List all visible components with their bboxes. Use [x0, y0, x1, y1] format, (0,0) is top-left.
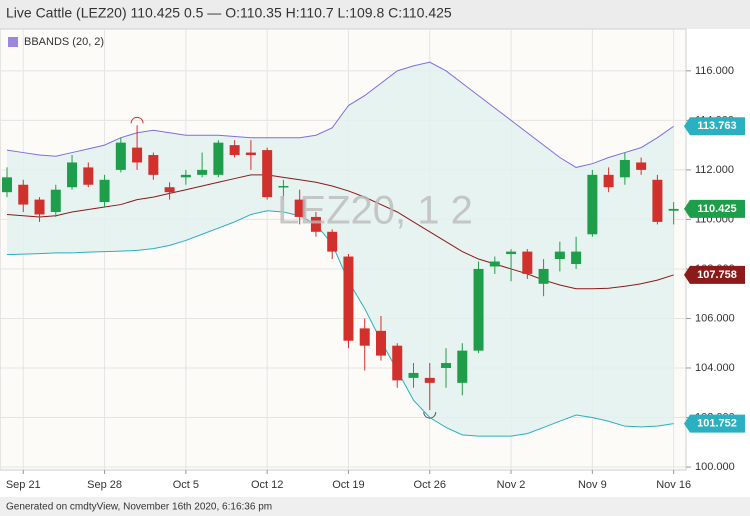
candle-body	[50, 189, 61, 212]
x-tick-label: Nov 9	[578, 479, 607, 491]
band-upper	[6, 61, 674, 168]
candle-body	[99, 179, 110, 203]
candle-body	[424, 377, 435, 383]
candle-body	[473, 268, 484, 351]
candle-body	[408, 372, 419, 378]
legend-swatch	[8, 37, 18, 47]
candle-body	[164, 187, 175, 193]
candle-body	[603, 174, 614, 188]
legend-label: BBANDS (20, 2)	[24, 36, 104, 48]
candle-body	[636, 162, 647, 170]
candle-body	[668, 208, 679, 211]
low-marker	[423, 412, 437, 419]
candle-body	[34, 199, 45, 215]
price-tag	[684, 265, 745, 284]
footer: Generated on cmdtyView, November 16th 20…	[6, 502, 272, 513]
candle-body	[457, 350, 468, 383]
candle-body	[392, 345, 403, 381]
price-tag-label: 101.752	[697, 418, 737, 430]
y-tick-label: 100.000	[695, 461, 735, 473]
footer-bar	[0, 497, 750, 516]
y-tick-label: 106.000	[695, 312, 735, 324]
price-tag-label: 110.425	[697, 203, 736, 215]
candle-body	[245, 152, 256, 156]
x-tick-label: Oct 12	[251, 479, 283, 491]
price-tag-label: 113.763	[697, 120, 736, 132]
candle-body	[83, 167, 94, 185]
candle-body	[2, 177, 12, 193]
candle-body	[148, 155, 159, 175]
high-marker	[130, 116, 144, 124]
candle-body	[115, 142, 126, 170]
candle-body	[587, 174, 598, 235]
x-tick-label: Sep 28	[87, 479, 122, 491]
chart-title: Live Cattle (LEZ20) 110.425 0.5 — O:110.…	[6, 5, 452, 21]
candle-body	[262, 150, 273, 198]
y-tick-label: 116.000	[695, 65, 734, 77]
candle-body	[327, 231, 338, 252]
candle-body	[278, 185, 289, 188]
candle-body	[197, 169, 208, 175]
price-tag	[684, 199, 745, 218]
candle-body	[229, 145, 240, 156]
x-tick-label: Oct 19	[332, 479, 364, 491]
candle-body	[67, 162, 78, 188]
candle-body	[132, 147, 143, 163]
watermark: LEZ20, 1 2	[277, 189, 473, 233]
candle-body	[310, 216, 321, 232]
candle-body	[571, 251, 582, 264]
candle-body	[343, 256, 354, 341]
candle-body	[489, 261, 500, 267]
y-tick-label: 112.000	[695, 164, 734, 176]
band-fill	[7, 62, 674, 437]
plot	[0, 29, 686, 470]
band-middle	[6, 174, 674, 290]
candle-body	[294, 199, 305, 217]
band-lower	[6, 210, 674, 437]
candle-body	[18, 184, 29, 205]
header-bar	[0, 0, 750, 29]
y-tick-label: 104.000	[695, 362, 735, 374]
candle-body	[506, 251, 517, 255]
x-tick-label: Sep 21	[6, 479, 41, 491]
x-tick-label: Oct 5	[173, 479, 199, 491]
candle-body	[375, 330, 386, 356]
candle-body	[359, 328, 370, 346]
candle-body	[441, 363, 452, 368]
candle-body	[180, 174, 191, 178]
x-tick-label: Oct 26	[414, 479, 446, 491]
candle-body	[522, 251, 533, 274]
price-tag-label: 107.758	[697, 269, 737, 281]
price-tag	[684, 414, 745, 433]
x-tick-label: Nov 16	[656, 479, 691, 491]
candle-body	[213, 142, 224, 175]
candle-body	[652, 179, 663, 222]
candle-body	[538, 268, 549, 284]
candle-body	[554, 251, 565, 260]
candle-body	[619, 159, 630, 178]
price-tag	[684, 117, 745, 136]
x-tick-label: Nov 2	[497, 479, 526, 491]
